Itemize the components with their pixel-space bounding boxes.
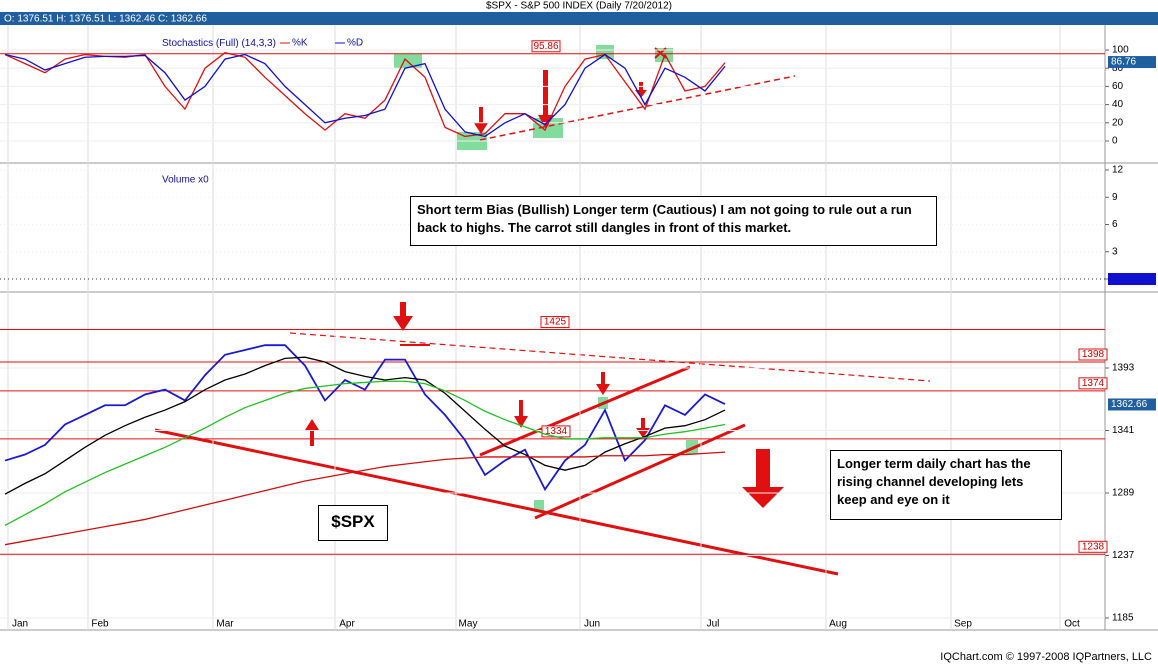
series-line [4, 52, 726, 138]
level-label-box [1078, 348, 1108, 361]
level-label-box [1078, 540, 1108, 553]
last-value-box [1108, 56, 1156, 69]
trend-lines [154, 47, 931, 576]
y-tick-label: 3 [1112, 246, 1118, 257]
series-line [4, 53, 726, 138]
x-tick-label: May [459, 619, 478, 630]
y-tick-label: 6 [1112, 219, 1118, 230]
level-label: 1374 [1082, 378, 1105, 389]
y-tick-label: 100 [1112, 45, 1129, 56]
y-tick-label: 20 [1112, 117, 1124, 128]
level-label-box [531, 40, 561, 53]
header-bar [0, 12, 1158, 25]
series-line [4, 356, 726, 495]
panel-title: Volume x0 [162, 175, 209, 186]
legend-label: %K [292, 38, 308, 49]
level-label: 1398 [1082, 349, 1105, 360]
y-tick-label: 1237 [1112, 550, 1135, 561]
chart-title: $SPX - S&P 500 INDEX (Daily 7/20/2012) [486, 1, 672, 12]
y-tick-label: 60 [1112, 81, 1124, 92]
x-tick-label: Feb [91, 619, 109, 630]
level-label-box [540, 316, 570, 329]
x-tick-label: Apr [339, 619, 355, 630]
legend-label: %D [347, 38, 363, 49]
zero-box [1108, 273, 1156, 285]
y-tick-label: 0 [1112, 136, 1118, 147]
series-line [4, 451, 726, 546]
panel-title: Stochastics (Full) (14,3,3) [162, 38, 276, 49]
x-tick-label: Oct [1064, 619, 1080, 630]
annotation: Longer term daily chart has the rising c… [830, 450, 1062, 520]
y-tick-label: 1289 [1112, 488, 1135, 499]
y-tick-label: 80 [1112, 63, 1124, 74]
series-line [4, 344, 726, 492]
y-tick-label: 40 [1112, 99, 1124, 110]
x-tick-label: Jan [12, 619, 28, 630]
symbol-label: $SPX [318, 505, 388, 541]
ohlc: O: 1376.51 H: 1376.51 L: 1362.46 C: 1362… [4, 14, 207, 25]
x-tick-label: Aug [829, 619, 847, 630]
last-value-box [1108, 398, 1156, 411]
level-label: 1238 [1082, 541, 1105, 552]
footer: IQChart.com © 1997-2008 IQPartners, LLC [940, 651, 1152, 663]
y-tick-label: 1393 [1112, 363, 1135, 374]
y-tick-label: 1185 [1112, 613, 1134, 624]
x-tick-label: Jul [707, 619, 720, 630]
last-value-label: 1362.66 [1111, 399, 1148, 410]
series-line [4, 380, 726, 527]
annotation: Short term Bias (Bullish) Longer term (C… [410, 196, 937, 246]
level-label: 1425 [544, 317, 567, 328]
last-value-label: 86.76 [1111, 57, 1136, 68]
level-label: 95.86 [533, 41, 558, 52]
level-label: 1334 [545, 426, 568, 437]
y-tick-label: 12 [1112, 165, 1124, 176]
y-tick-label: 9 [1112, 192, 1118, 203]
y-tick-label: 1341 [1112, 425, 1135, 436]
level-label-box [1078, 377, 1108, 390]
x-tick-label: Jun [584, 619, 600, 630]
x-tick-label: Sep [954, 619, 972, 630]
x-tick-label: Mar [216, 619, 234, 630]
